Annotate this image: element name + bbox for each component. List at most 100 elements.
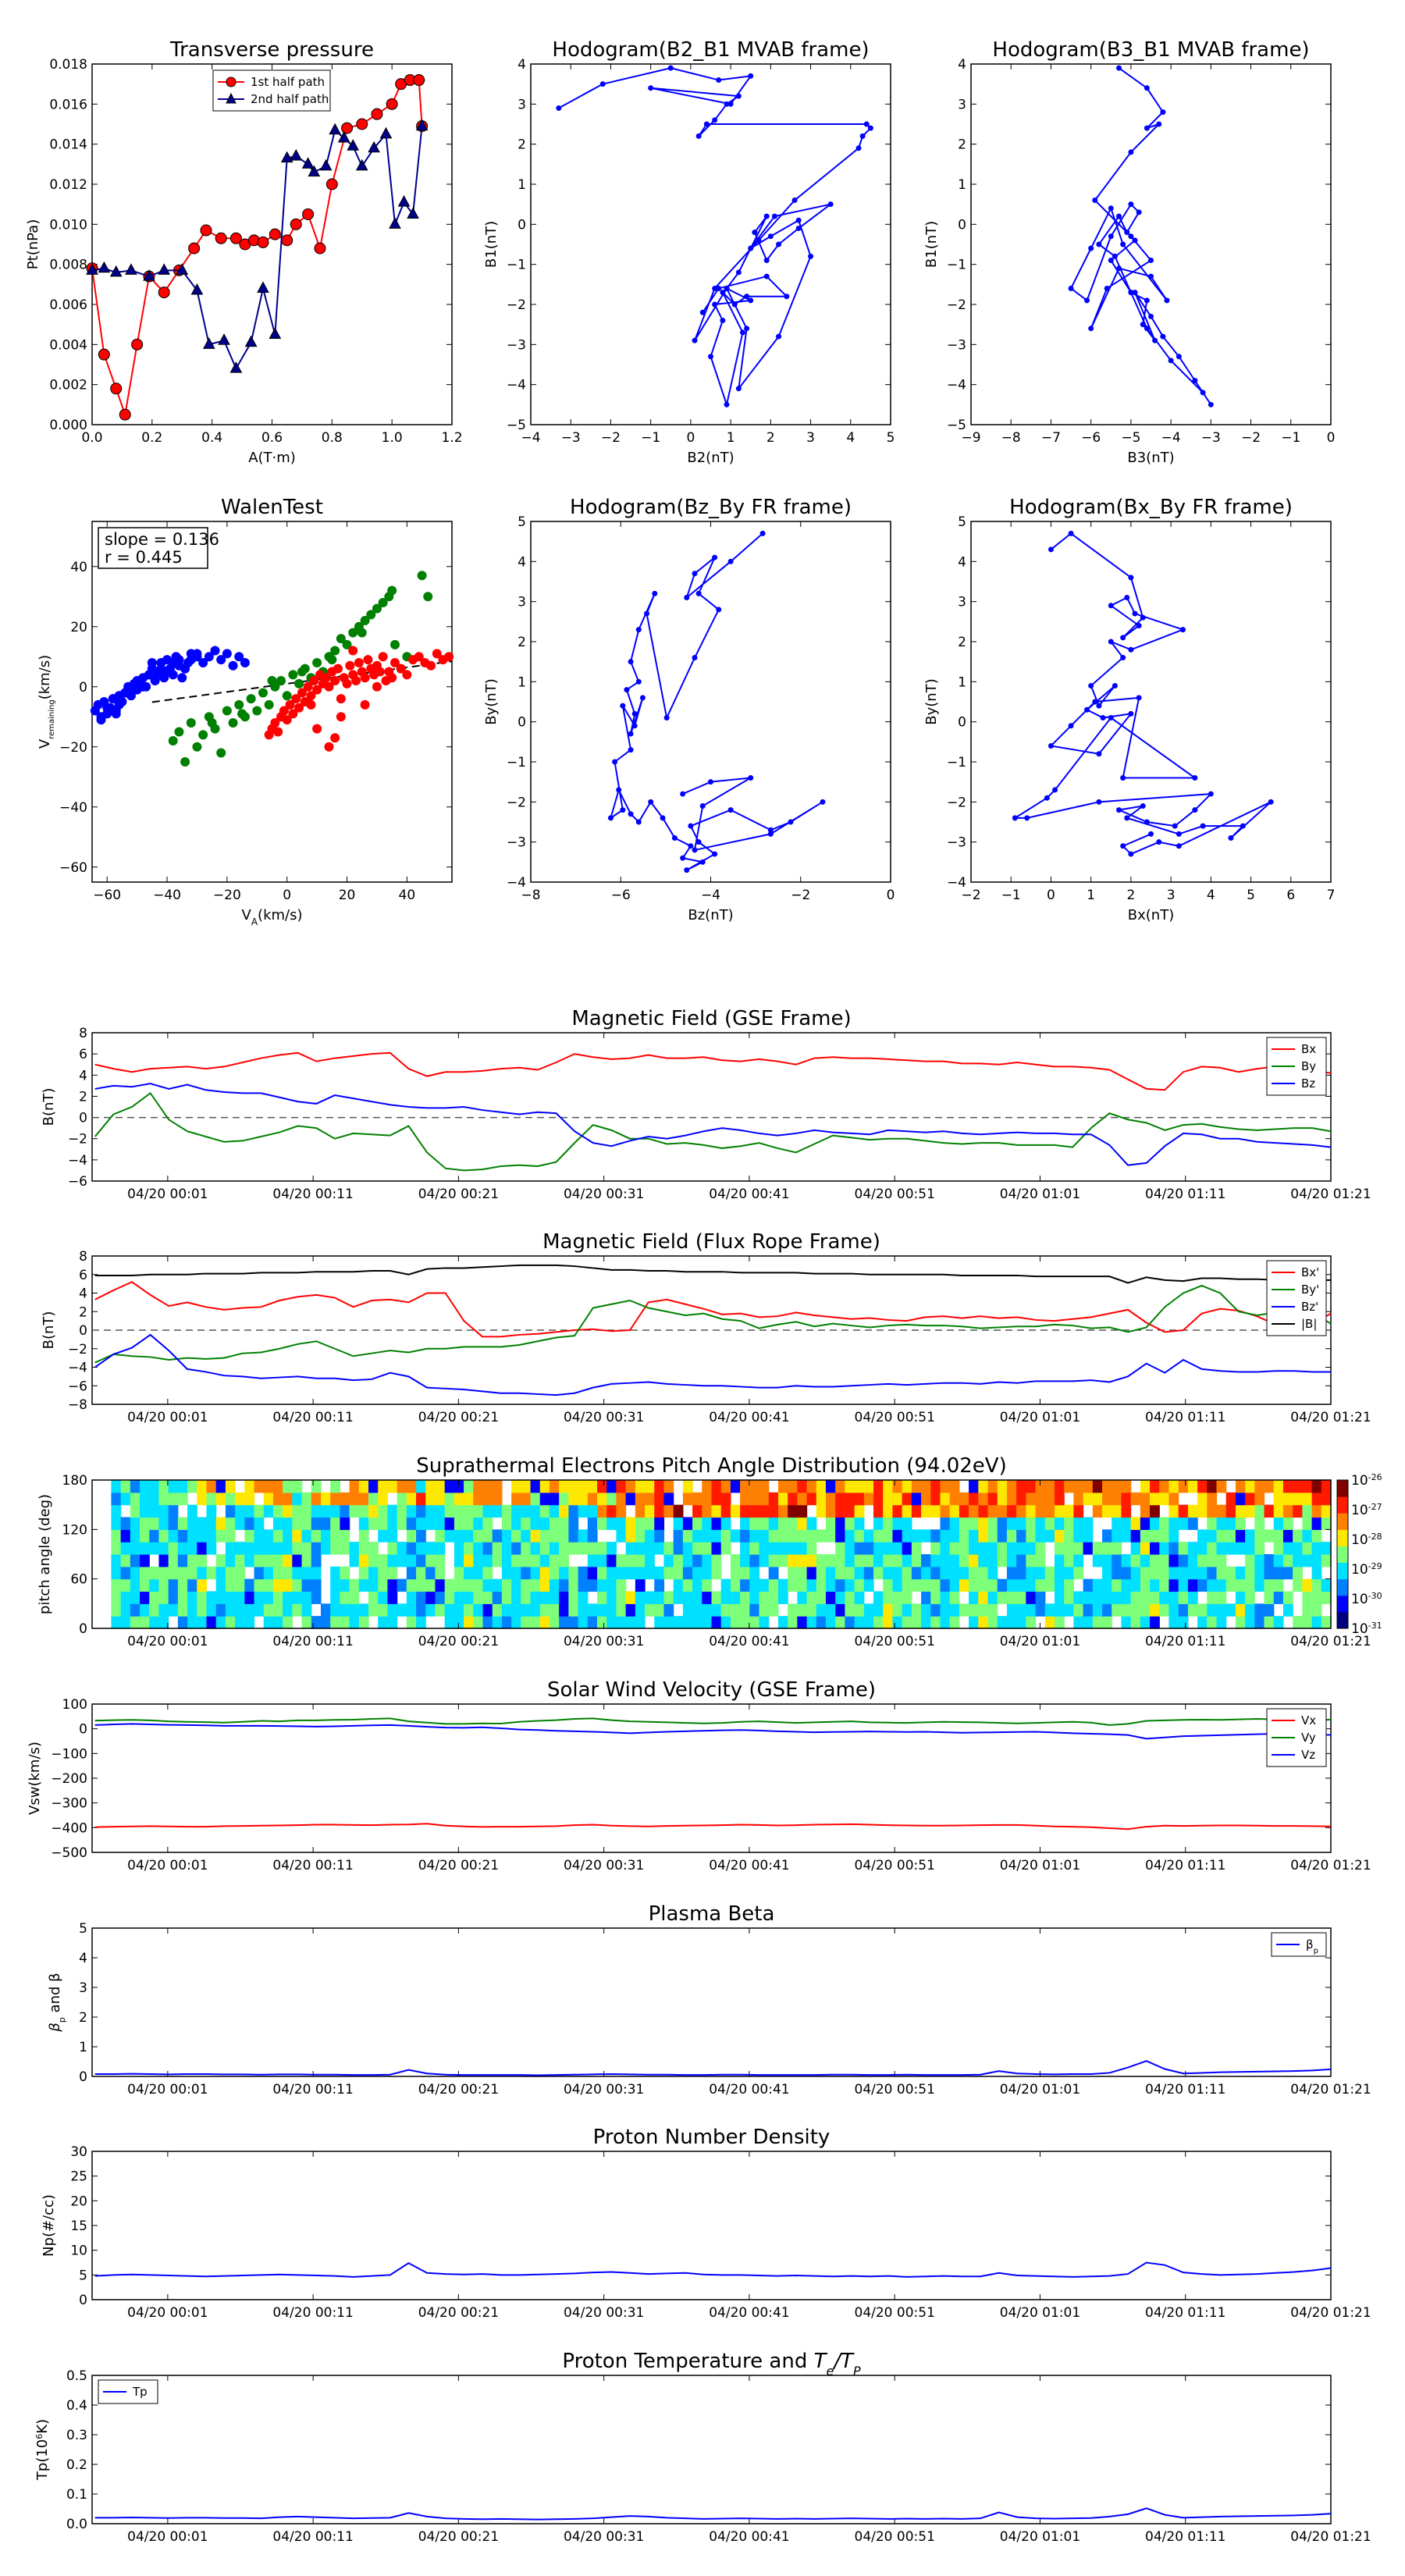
data-point — [288, 670, 298, 680]
heatmap-cell — [111, 1517, 122, 1530]
chart-h3: Hodogram(Bz_By FR frame)−4−3−2−1012345−8… — [483, 496, 895, 923]
data-point — [285, 699, 295, 710]
heatmap-cell — [158, 1504, 169, 1518]
heatmap-cell — [235, 1591, 245, 1604]
data-point — [1092, 197, 1098, 204]
heatmap-cell — [435, 1554, 446, 1567]
data-point — [867, 125, 873, 131]
data-point — [407, 207, 419, 219]
heatmap-cell — [349, 1480, 360, 1493]
heatmap-cell — [740, 1603, 750, 1617]
heatmap-cell — [454, 1492, 464, 1506]
data-point — [720, 318, 726, 324]
heatmap-cell — [1073, 1529, 1084, 1542]
x-tick-label: 04/20 00:01 — [127, 1858, 208, 1873]
data-point — [1124, 815, 1130, 821]
heatmap-cell — [1225, 1529, 1236, 1542]
heatmap-cell — [1225, 1517, 1236, 1530]
x-tick-label: −2 — [791, 888, 810, 903]
y-tick-label: 6 — [79, 1268, 87, 1283]
heatmap-cell — [606, 1542, 617, 1555]
series-line — [91, 79, 423, 415]
data-point — [648, 85, 654, 91]
heatmap-cell — [549, 1529, 560, 1542]
data-point — [324, 742, 334, 752]
heatmap-cell — [501, 1616, 512, 1629]
x-tick-label: 0 — [283, 888, 291, 903]
x-tick-label: 0.2 — [141, 430, 162, 446]
y-tick-label: 0 — [79, 2069, 87, 2085]
x-axis-label: B2(nT) — [687, 450, 734, 466]
y-tick-label: 5 — [518, 514, 526, 530]
heatmap-cell — [692, 1603, 702, 1617]
heatmap-cell — [645, 1529, 655, 1542]
heatmap-cell — [930, 1480, 941, 1493]
x-tick-label: 04/20 00:31 — [564, 1858, 644, 1873]
data-point — [1128, 851, 1134, 857]
heatmap-cell — [1197, 1554, 1208, 1567]
heatmap-cell — [358, 1492, 369, 1506]
heatmap-cell — [749, 1517, 760, 1530]
data-point — [379, 126, 393, 139]
data-point — [763, 258, 770, 264]
heatmap-cell — [378, 1591, 389, 1604]
y-tick-label: 2 — [79, 2010, 87, 2026]
data-point — [325, 178, 338, 190]
heatmap-cell — [1140, 1616, 1151, 1629]
heatmap-cell — [168, 1504, 179, 1518]
heatmap-cell — [816, 1566, 827, 1580]
data-point — [1144, 326, 1150, 332]
chart-bgse: Magnetic Field (GSE Frame)−6−4−20246804/… — [41, 1007, 1371, 1202]
heatmap-cell — [645, 1554, 655, 1567]
data-point — [1116, 213, 1122, 219]
heatmap-cell — [911, 1578, 922, 1592]
heatmap-cell — [197, 1542, 208, 1555]
heatmap-cell — [1168, 1504, 1179, 1518]
heatmap-cell — [1168, 1542, 1179, 1555]
data-point — [1096, 241, 1102, 247]
heatmap-cell — [454, 1529, 464, 1542]
heatmap-cell — [1054, 1554, 1065, 1567]
heatmap-cell — [283, 1542, 293, 1555]
heatmap-cell — [292, 1578, 303, 1592]
data-point — [282, 715, 292, 725]
x-tick-label: 04/20 00:01 — [127, 2082, 208, 2097]
x-tick-label: 04/20 01:11 — [1145, 2529, 1225, 2545]
heatmap-cell — [511, 1504, 521, 1518]
heatmap-cell — [501, 1591, 512, 1604]
heatmap-cell — [1112, 1603, 1122, 1617]
heatmap-cell — [530, 1529, 541, 1542]
heatmap-cell — [283, 1492, 293, 1506]
data-point — [360, 673, 370, 683]
heatmap-cell — [1102, 1566, 1112, 1580]
heatmap-cell — [1245, 1480, 1255, 1493]
heatmap-cell — [1245, 1591, 1255, 1604]
data-point — [174, 655, 184, 665]
x-tick-label: 3 — [1167, 888, 1176, 903]
heatmap-cell — [1054, 1504, 1065, 1518]
heatmap-cell — [454, 1504, 464, 1518]
data-point — [671, 835, 678, 841]
heatmap-cell — [825, 1578, 836, 1592]
heatmap-cell — [625, 1566, 636, 1580]
heatmap-cell — [730, 1480, 741, 1493]
heatmap-cell — [1026, 1603, 1037, 1617]
data-point — [1024, 815, 1030, 821]
heatmap-cell — [997, 1542, 1008, 1555]
heatmap-cell — [464, 1529, 474, 1542]
heatmap-cell — [387, 1578, 398, 1592]
heatmap-cell — [825, 1603, 836, 1617]
x-tick-label: 04/20 00:11 — [272, 1634, 353, 1649]
heatmap-cell — [1302, 1591, 1313, 1604]
heatmap-cell — [387, 1554, 398, 1567]
heatmap-cell — [206, 1517, 217, 1530]
heatmap-cell — [1293, 1542, 1303, 1555]
heatmap-cell — [616, 1554, 627, 1567]
heatmap-cell — [1006, 1504, 1017, 1518]
heatmap-cell — [358, 1480, 369, 1493]
heatmap-cell — [1026, 1616, 1037, 1629]
data-point — [234, 699, 244, 710]
y-tick-label: 0.3 — [66, 2428, 87, 2443]
heatmap-cell — [368, 1566, 379, 1580]
heatmap-cell — [197, 1578, 208, 1592]
